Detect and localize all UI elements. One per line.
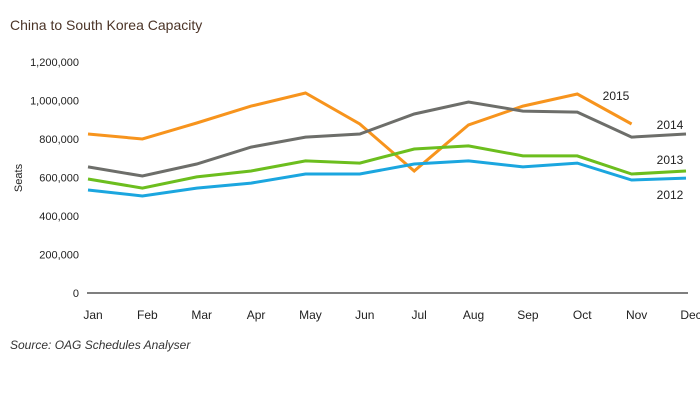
x-tick-label: Feb [137, 308, 158, 322]
x-tick-label: Dec [680, 308, 700, 322]
y-axis-ticks: 0 200,000 400,000 600,000 800,000 1,000,000 1,… [30, 57, 79, 300]
x-tick-label: Jan [83, 308, 102, 322]
series-line-2012 [87, 159, 687, 198]
x-tick-label: Jul [412, 308, 427, 322]
x-tick-label: Nov [626, 308, 647, 322]
y-tick-label: 1,000,000 [30, 96, 79, 108]
series-label-2014: 2014 [657, 118, 684, 132]
source-note: Source: OAG Schedules Analyser [10, 338, 191, 352]
x-tick-label: May [299, 308, 322, 322]
y-tick-label: 1,200,000 [30, 57, 79, 69]
x-tick-label: Jun [355, 308, 374, 322]
x-tick-label: Oct [573, 308, 592, 322]
x-tick-label: Mar [191, 308, 212, 322]
y-tick-label: 0 [73, 288, 79, 300]
x-tick-label: Sep [517, 308, 539, 322]
series-line-2013 [87, 144, 687, 190]
series-lines [87, 91, 687, 198]
y-tick-label: 200,000 [39, 250, 79, 262]
series-labels: 2015 2014 2013 2012 [603, 89, 684, 202]
series-label-2013: 2013 [657, 153, 684, 167]
series-line-2014 [87, 100, 687, 178]
chart-title: China to South Korea Capacity [10, 17, 203, 33]
y-tick-label: 600,000 [39, 173, 79, 185]
y-tick-label: 400,000 [39, 211, 79, 223]
series-label-2012: 2012 [657, 188, 684, 202]
x-tick-label: Aug [463, 308, 484, 322]
series-label-2015: 2015 [603, 89, 630, 103]
y-tick-label: 800,000 [39, 134, 79, 146]
x-tick-label: Apr [247, 308, 266, 322]
x-axis-ticks: Jan Feb Mar Apr May Jun Jul Aug Sep Oct Nov Dec [83, 308, 700, 322]
y-axis-label: Seats [13, 163, 25, 192]
series-line-2015 [87, 91, 633, 173]
